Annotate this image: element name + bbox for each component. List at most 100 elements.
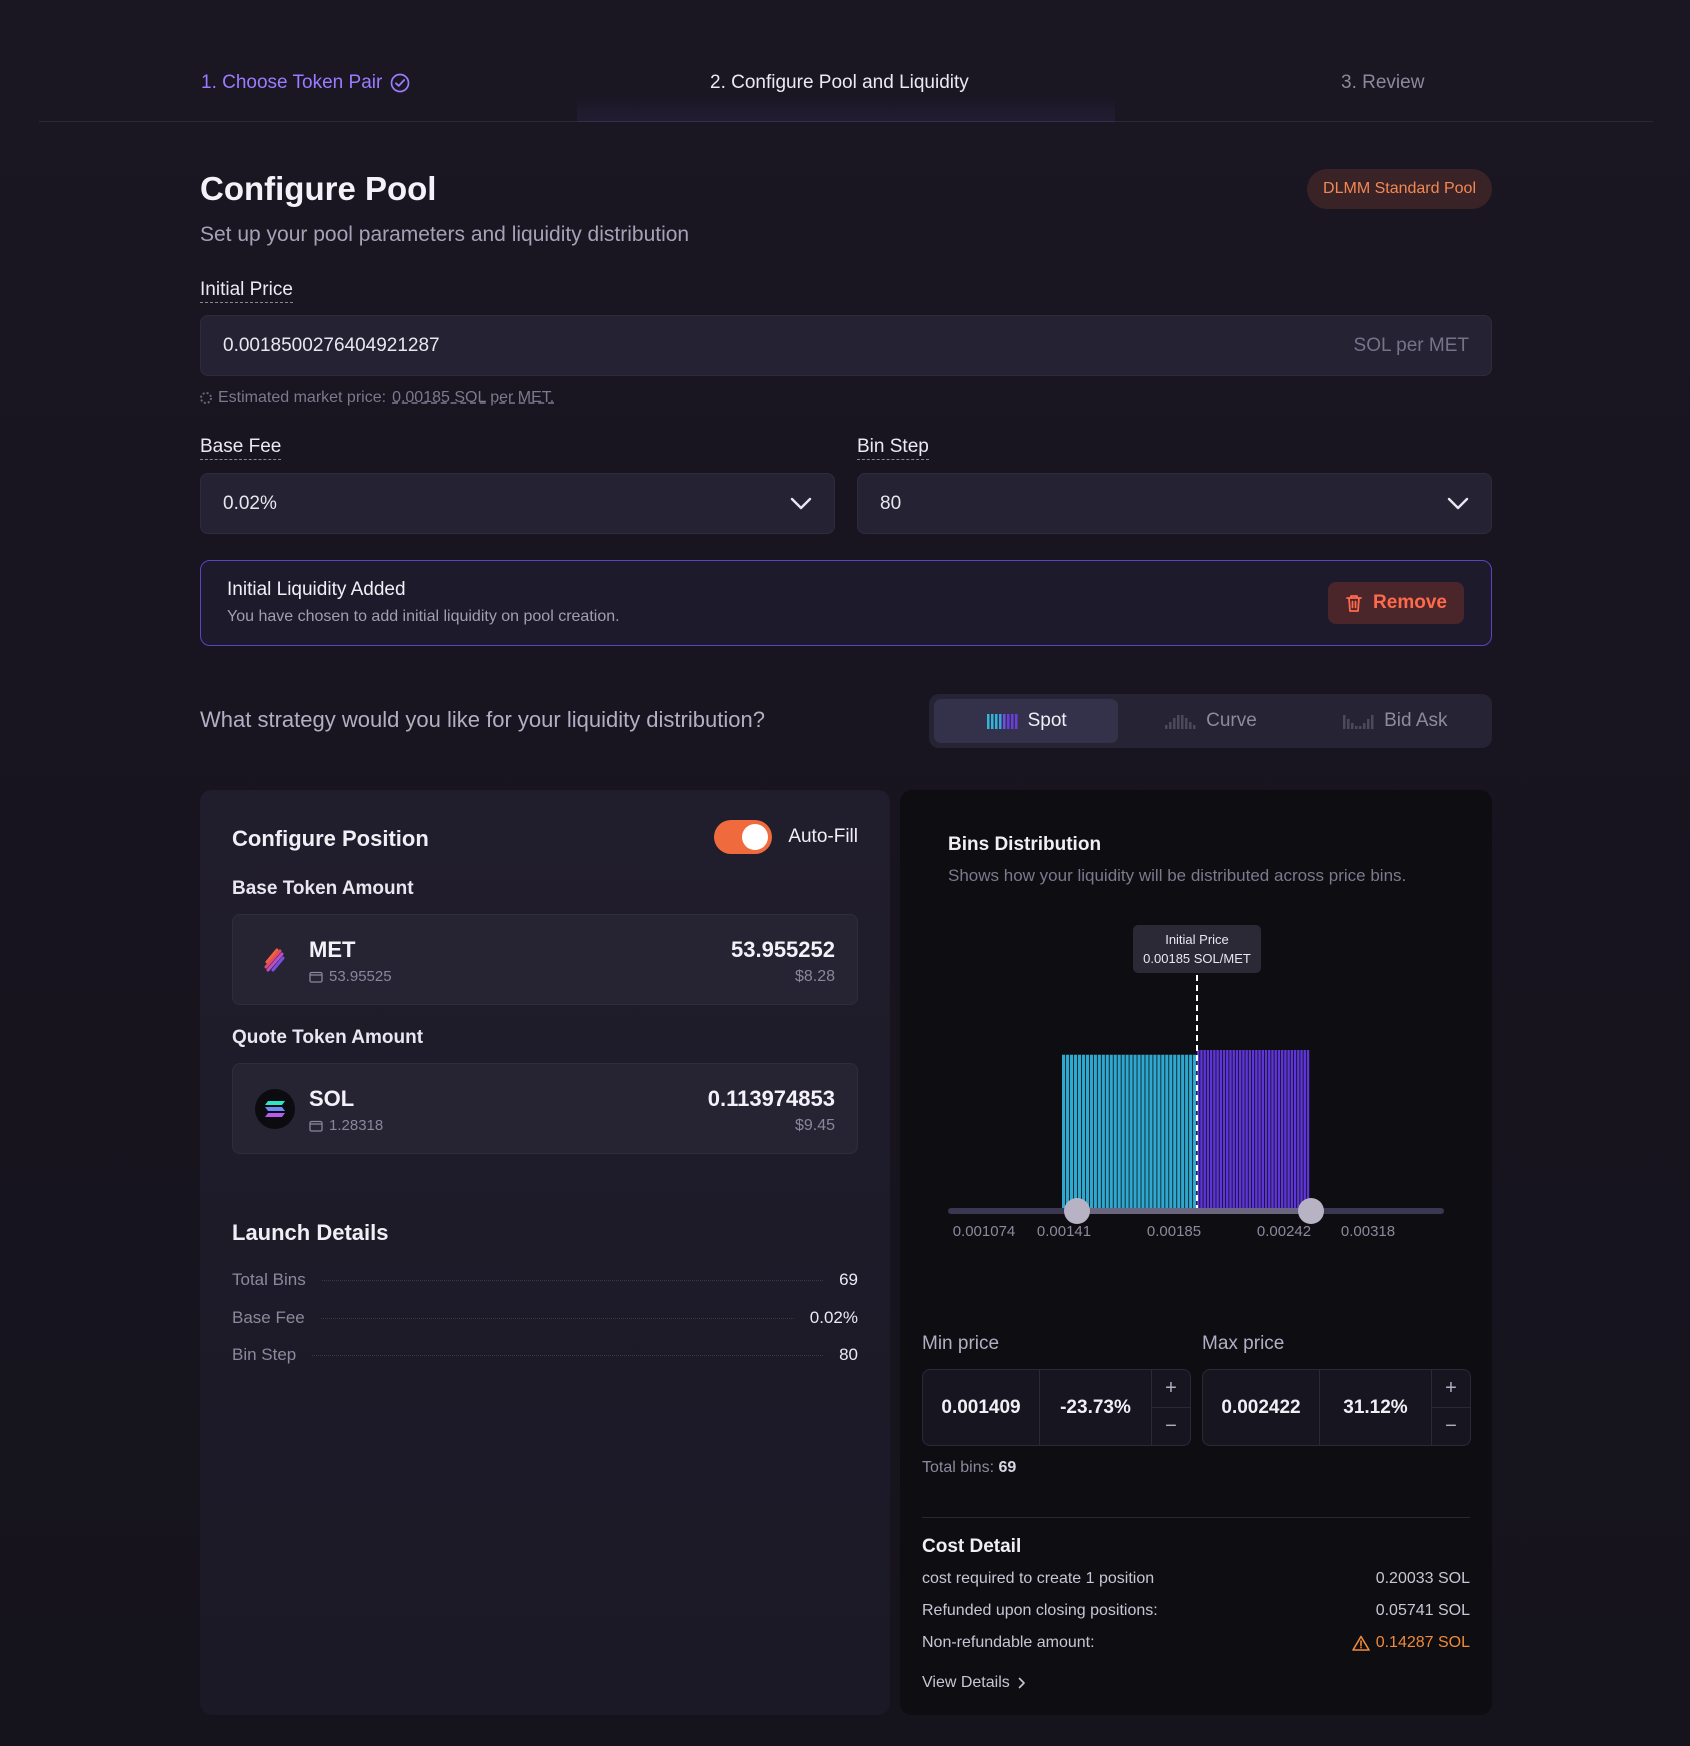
bin-bar — [1197, 1050, 1200, 1208]
min-price-handle[interactable] — [1064, 1198, 1090, 1224]
base-token-amount: 53.955252 — [731, 937, 835, 962]
bin-bar — [1125, 1054, 1129, 1208]
bin-bar — [1137, 1054, 1141, 1208]
bin-bar — [1129, 1054, 1133, 1208]
pool-type-badge: DLMM Standard Pool — [1307, 169, 1492, 209]
bin-bar — [1216, 1050, 1219, 1208]
bin-bar — [1300, 1050, 1303, 1208]
bin-bar — [1193, 1054, 1197, 1208]
launch-detail-key: Base Fee — [232, 1308, 305, 1327]
initial-price-input[interactable]: 0.0018500276404921287 SOL per MET — [200, 315, 1492, 376]
quote-token-usd: $9.45 — [794, 1117, 835, 1134]
page-subtitle: Set up your pool parameters and liquidit… — [200, 223, 690, 246]
bin-bar — [1248, 1050, 1252, 1208]
estimate-prefix: Estimated market price: — [218, 389, 387, 406]
remove-label: Remove — [1373, 592, 1447, 613]
divider — [922, 1517, 1470, 1518]
strategy-spot-option[interactable]: Spot — [934, 699, 1119, 743]
max-price-increment-button[interactable]: + — [1432, 1370, 1470, 1408]
stepper: 1. Choose Token Pair 2. Configure Pool a… — [39, 50, 1653, 122]
max-price-input-group: 0.002422 31.12% + − — [1202, 1369, 1471, 1446]
cost-detail-title: Cost Detail — [922, 1536, 1022, 1557]
bins-distribution-card: Bins Distribution Shows how your liquidi… — [900, 790, 1492, 1715]
strategy-bidask-option[interactable]: Bid Ask — [1303, 699, 1487, 743]
bin-bar — [1081, 1054, 1086, 1208]
active-step-highlight — [577, 94, 1115, 122]
step-choose-token-pair[interactable]: 1. Choose Token Pair — [201, 72, 410, 94]
total-bins-label: Total bins: — [922, 1459, 995, 1476]
base-token-input[interactable]: MET 53.95525 53.955252 $8.28 — [232, 914, 858, 1005]
x-tick-label: 0.001074 — [953, 1223, 1016, 1240]
bin-bar — [1117, 1054, 1121, 1208]
estimate-value[interactable]: 0.00185 SOL per MET. — [392, 389, 555, 406]
strategy-spot-label: Spot — [1027, 710, 1067, 731]
x-tick-label: 0.00242 — [1257, 1223, 1311, 1240]
cost-value: 0.14287 SOL — [1375, 1634, 1470, 1651]
bin-bar — [1306, 1050, 1310, 1208]
max-price-handle[interactable] — [1298, 1198, 1324, 1224]
bin-bar — [1238, 1050, 1242, 1208]
bins-title: Bins Distribution — [948, 834, 1102, 855]
view-details-link[interactable]: View Details — [922, 1674, 1026, 1692]
bin-bar — [1169, 1054, 1173, 1208]
cost-key: Refunded upon closing positions: — [922, 1602, 1158, 1619]
quote-balance-value: 1.28318 — [329, 1117, 384, 1134]
bin-bar — [1219, 1050, 1223, 1208]
step-configure-pool[interactable]: 2. Configure Pool and Liquidity — [710, 72, 969, 93]
chevron-right-icon — [1018, 1677, 1025, 1689]
tooltip-title: Initial Price — [1165, 932, 1229, 947]
bin-bar — [1203, 1050, 1206, 1208]
launch-detail-key: Total Bins — [232, 1270, 306, 1289]
bin-bar — [1293, 1050, 1297, 1208]
bin-bar — [1251, 1050, 1255, 1208]
base-fee-select[interactable]: 0.02% — [200, 473, 835, 534]
spot-bars-icon — [986, 714, 1018, 729]
bin-bar — [1226, 1050, 1229, 1208]
bin-step-label: Bin Step — [857, 436, 929, 460]
base-fee-label: Base Fee — [200, 436, 282, 460]
bin-bar — [1268, 1050, 1271, 1208]
range-slider-selected — [1075, 1208, 1311, 1214]
initial-price-label: Initial Price — [200, 279, 293, 303]
chevron-down-icon — [1447, 497, 1469, 509]
bin-bar — [1145, 1054, 1149, 1208]
configure-position-card: Configure Position Auto-Fill Base Token … — [200, 790, 890, 1715]
strategy-selector: Spot Curve Bid Ask — [929, 694, 1492, 748]
autofill-toggle[interactable] — [714, 820, 773, 854]
min-price-increment-button[interactable]: + — [1152, 1370, 1190, 1408]
base-token-symbol: MET — [309, 937, 356, 962]
met-token-icon — [255, 940, 295, 980]
bidask-bars-icon — [1343, 715, 1374, 729]
max-price-percent[interactable]: 31.12% — [1320, 1370, 1432, 1445]
min-price-input-group: 0.001409 -23.73% + − — [922, 1369, 1191, 1446]
quote-token-input[interactable]: SOL 1.28318 0.113974853 $9.45 — [232, 1063, 858, 1154]
bin-bar — [1105, 1054, 1109, 1208]
bin-bar — [1271, 1050, 1274, 1208]
max-price-decrement-button[interactable]: − — [1445, 1415, 1457, 1437]
spinner-icon — [200, 392, 212, 404]
quote-token-label: Quote Token Amount — [232, 1027, 424, 1048]
min-price-input[interactable]: 0.001409 — [923, 1370, 1040, 1445]
bin-bar — [1121, 1054, 1125, 1208]
max-price-input[interactable]: 0.002422 — [1203, 1370, 1320, 1445]
bin-bar — [1229, 1050, 1232, 1208]
initial-price-unit: SOL per MET — [1353, 334, 1469, 356]
remove-liquidity-button[interactable]: Remove — [1328, 582, 1464, 624]
cost-key: cost required to create 1 position — [922, 1570, 1155, 1587]
launch-detail-value: 0.02% — [809, 1308, 858, 1327]
step-review[interactable]: 3. Review — [1341, 72, 1425, 93]
bin-step-select[interactable]: 80 — [857, 473, 1492, 534]
bin-bar — [1290, 1050, 1294, 1208]
strategy-curve-option[interactable]: Curve — [1118, 699, 1302, 743]
min-price-decrement-button[interactable]: − — [1165, 1415, 1177, 1437]
total-bins-summary: Total bins: 69 — [922, 1459, 1016, 1477]
base-balance-value: 53.95525 — [329, 968, 392, 985]
cost-value: 0.05741 SOL — [1375, 1602, 1470, 1619]
toggle-knob — [742, 824, 769, 850]
autofill-label: Auto-Fill — [788, 826, 858, 847]
bin-bar — [1255, 1050, 1258, 1208]
bin-bar — [1200, 1050, 1203, 1208]
min-price-percent[interactable]: -23.73% — [1040, 1370, 1152, 1445]
sol-token-icon — [255, 1089, 295, 1129]
bin-bar — [1235, 1050, 1239, 1208]
